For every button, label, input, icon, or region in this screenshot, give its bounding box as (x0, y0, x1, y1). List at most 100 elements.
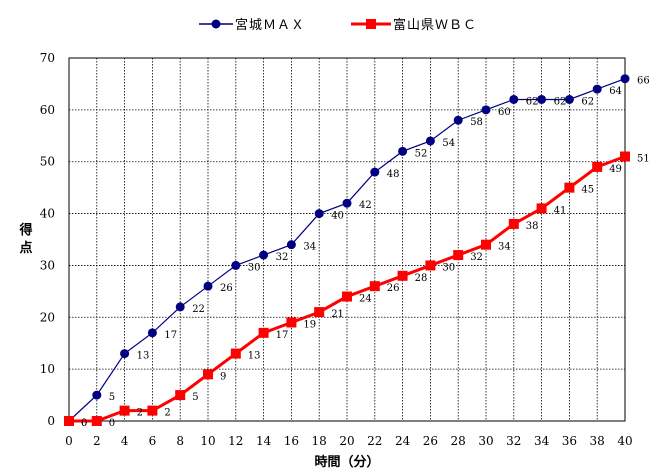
x-tick-label: 8 (176, 434, 184, 448)
data-point (537, 94, 547, 104)
data-point (203, 369, 213, 380)
data-label: 19 (303, 319, 316, 330)
data-label: 0 (109, 418, 115, 429)
data-label: 0 (81, 418, 87, 429)
x-tick-label: 40 (617, 434, 632, 448)
data-label: 40 (331, 211, 344, 222)
data-label: 54 (442, 138, 455, 149)
legend: 宮城ＭＡＸ 富山県ＷＢＣ (199, 17, 477, 33)
x-tick-label: 34 (534, 434, 550, 448)
data-point (230, 348, 241, 359)
y-tick-label: 40 (40, 207, 55, 221)
y-tick-label: 60 (40, 103, 55, 117)
data-point (397, 270, 408, 281)
legend-label: 富山県ＷＢＣ (393, 17, 477, 33)
x-tick-label: 10 (200, 434, 215, 448)
data-point (398, 146, 408, 156)
data-label: 28 (415, 273, 428, 284)
y-tick-label: 10 (40, 362, 55, 376)
legend-item-1: 宮城ＭＡＸ (199, 17, 304, 33)
data-label: 30 (248, 262, 261, 273)
x-tick-label: 24 (395, 434, 411, 448)
data-label: 24 (359, 294, 372, 305)
data-point (592, 161, 603, 172)
data-point (453, 250, 464, 261)
data-point (286, 317, 297, 328)
data-label: 13 (137, 351, 150, 362)
data-point (342, 198, 352, 208)
x-tick-label: 38 (590, 434, 605, 448)
x-tick-label: 18 (312, 434, 327, 448)
data-point (509, 94, 519, 104)
data-point (147, 405, 158, 416)
data-label: 62 (526, 96, 539, 107)
x-tick-label: 12 (228, 434, 243, 448)
y-axis-ticks: 0 10 20 30 40 50 60 70 (40, 51, 55, 428)
data-label: 26 (387, 283, 400, 294)
data-label: 30 (442, 262, 455, 273)
data-point (231, 260, 241, 270)
x-tick-label: 36 (562, 434, 577, 448)
data-label: 42 (359, 200, 372, 211)
x-tick-label: 14 (256, 434, 272, 448)
data-point (369, 281, 380, 292)
data-point (370, 167, 380, 177)
data-label: 17 (164, 330, 177, 341)
data-label: 41 (554, 205, 567, 216)
data-point (481, 239, 491, 250)
data-label: 2 (137, 408, 143, 419)
data-label: 22 (192, 304, 205, 315)
data-label: 34 (498, 242, 511, 253)
data-point (259, 250, 269, 260)
data-label: 60 (498, 107, 511, 118)
data-point (203, 281, 213, 291)
data-point (425, 136, 435, 146)
legend-marker (366, 19, 376, 29)
plot-frame (68, 57, 626, 422)
legend-item-2: 富山県ＷＢＣ (351, 17, 477, 33)
data-label: 58 (470, 117, 483, 128)
y-axis-title-char-1: 得 (18, 222, 32, 238)
data-point (592, 84, 602, 94)
data-label: 64 (609, 86, 622, 97)
data-label: 62 (554, 96, 567, 107)
x-tick-label: 22 (367, 434, 382, 448)
x-axis-ticks: 0 2 4 6 8 10 12 14 16 18 20 22 24 26 28 30 32 34 36 38 40 (65, 434, 632, 448)
data-label: 13 (248, 351, 261, 362)
x-tick-label: 4 (121, 434, 129, 448)
data-point (564, 182, 575, 193)
data-label: 9 (220, 371, 226, 382)
data-label: 49 (609, 164, 622, 175)
data-point (425, 260, 436, 271)
data-point (147, 328, 157, 338)
x-tick-label: 30 (478, 434, 493, 448)
data-label: 26 (220, 283, 233, 294)
x-tick-label: 26 (423, 434, 438, 448)
data-point (508, 218, 519, 229)
data-point (175, 390, 186, 401)
x-tick-label: 6 (149, 434, 157, 448)
data-point (286, 240, 296, 250)
data-point (119, 405, 130, 416)
data-point (120, 349, 130, 359)
data-label: 32 (470, 252, 483, 263)
data-label: 17 (276, 330, 289, 341)
data-label: 66 (637, 76, 650, 87)
data-label: 51 (637, 154, 650, 165)
data-label: 52 (415, 148, 428, 159)
data-label: 5 (192, 392, 198, 403)
y-tick-label: 50 (40, 155, 55, 169)
data-point (342, 291, 352, 302)
x-tick-label: 32 (506, 434, 521, 448)
data-label: 5 (109, 392, 115, 403)
data-label: 45 (581, 185, 594, 196)
x-tick-label: 0 (65, 434, 73, 448)
data-point (620, 151, 630, 162)
data-point (91, 416, 102, 426)
data-point (620, 74, 630, 84)
data-label: 48 (387, 169, 400, 180)
